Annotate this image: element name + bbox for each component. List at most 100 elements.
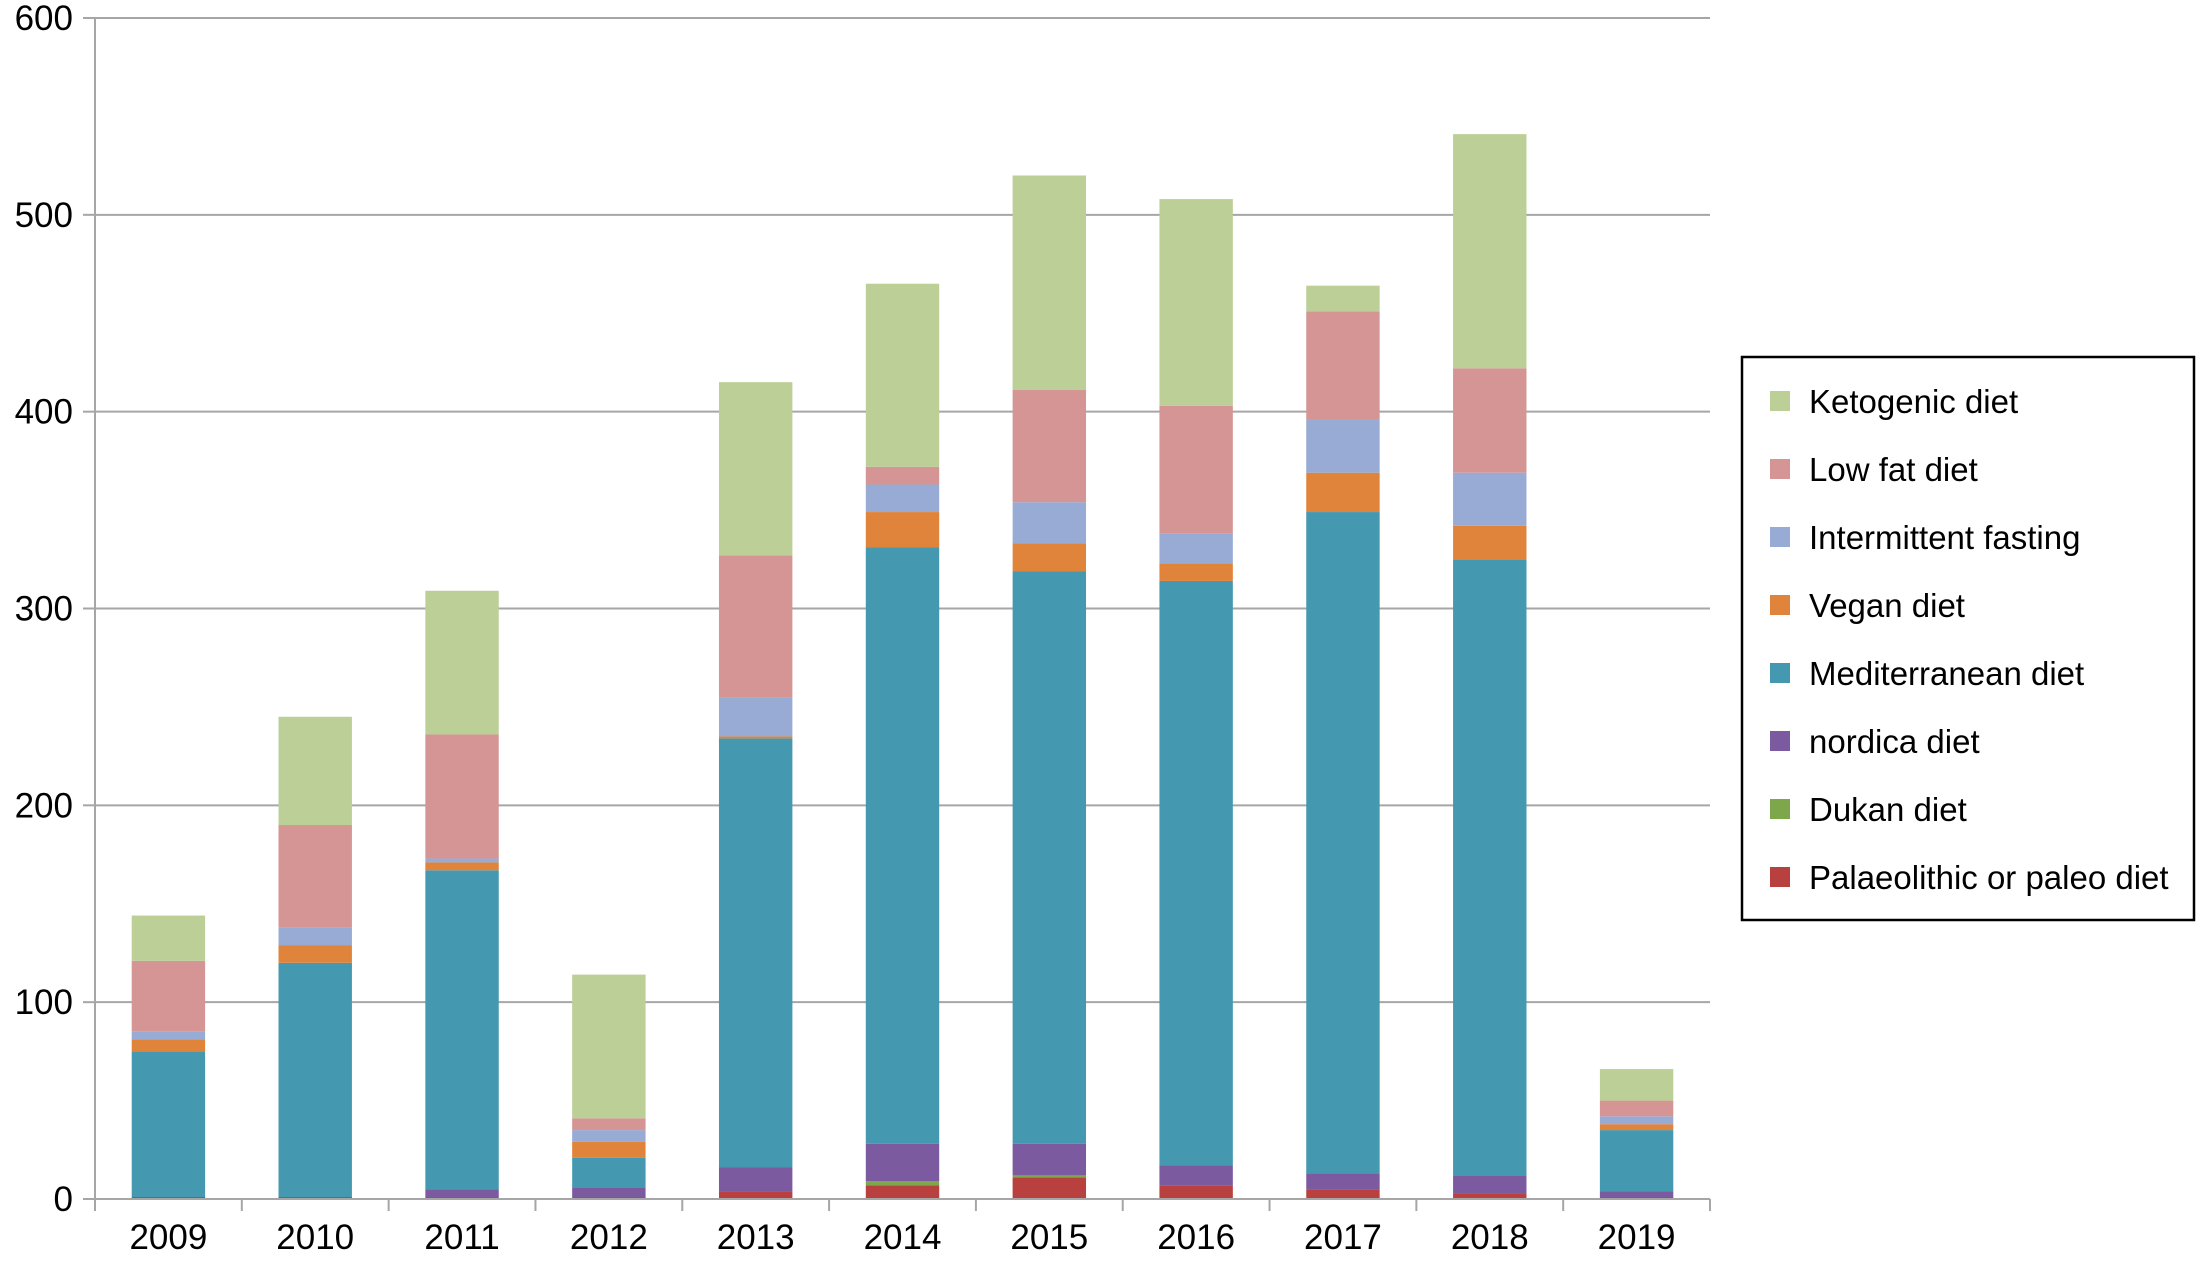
bar-segment [1453,134,1527,369]
legend-label: Intermittent fasting [1809,519,2080,556]
bar-segment [1306,1173,1380,1190]
bar-segment [1599,1069,1674,1101]
bar-segment [572,1187,646,1198]
bar-segment [1306,512,1380,1174]
legend-label: nordica diet [1809,723,1980,760]
legend-item: Ketogenic diet [1770,383,2018,420]
legend-swatch [1770,527,1790,547]
bar-segment [1159,580,1233,1166]
bar-segment [718,1191,793,1199]
x-tick-label: 2009 [129,1218,207,1257]
y-tick-label: 200 [15,786,73,825]
bar-segment [1012,571,1087,1144]
bar-segment [718,1167,793,1192]
y-tick-label: 0 [54,1180,73,1219]
bar-segment [1453,1175,1527,1194]
legend-item: Low fat diet [1770,451,1978,488]
bar-stack-2018 [1453,134,1527,1199]
x-tick-label: 2018 [1451,1218,1529,1257]
bar-segment [1306,419,1380,473]
bar-segment [572,974,646,1119]
bar-segment [1599,1191,1674,1198]
legend-label: Dukan diet [1809,791,1967,828]
bar-segment [1012,1143,1087,1176]
bar-segment [425,734,499,859]
bar-segment [1599,1116,1674,1125]
bar-segment [865,512,940,548]
bar-segment [1012,1177,1087,1199]
bar-segment [425,858,499,863]
bar-segment [1453,559,1527,1176]
bar-segment [278,825,352,928]
bar-segment [1012,543,1087,572]
bar-segment [865,1143,940,1182]
bar-stack-2011 [425,590,499,1199]
legend-label: Palaeolithic or paleo diet [1809,859,2169,896]
bar-segment [572,1141,646,1158]
legend-item: Intermittent fasting [1770,519,2080,556]
axes [94,18,1710,1200]
bar-segment [131,1039,206,1052]
x-tick-label: 2011 [424,1218,499,1257]
bar-stack-2017 [1306,285,1380,1199]
bar-segment [865,466,940,485]
bar-segment [1159,405,1233,534]
bar-segment [1453,472,1527,526]
bar-segment [425,590,499,735]
bar-segment [1599,1130,1674,1192]
bar-segment [1012,1175,1087,1178]
x-tick-label: 2012 [570,1218,648,1257]
bar-segment [131,960,206,1032]
y-tick-label: 300 [15,590,73,629]
bar-segment [1453,368,1527,473]
bar-segment [131,915,206,961]
bar-stack-2014 [865,283,940,1199]
bar-stack-2016 [1159,199,1233,1199]
bar-segment [131,1031,206,1040]
bar-segment [1599,1100,1674,1117]
bar-segment [425,870,499,1190]
x-tick-label: 2016 [1157,1218,1235,1257]
bar-segment [1012,502,1087,544]
bar-segment [1012,390,1087,503]
legend-label: Mediterranean diet [1809,655,2084,692]
bar-segment [131,1051,206,1198]
x-tick-label: 2013 [717,1218,795,1257]
bar-segment [1159,1165,1233,1186]
legend-item: Dukan diet [1770,791,1967,828]
legend-swatch [1770,867,1790,887]
x-tick-label: 2019 [1598,1218,1676,1257]
bar-segment [278,945,352,963]
bar-segment [572,1130,646,1142]
legend: Ketogenic diet Low fat diet Intermittent f… [1740,355,2196,922]
bar-segment [1306,311,1380,420]
bar-segment [865,547,940,1144]
bar-segment [865,283,940,467]
bar-segment [865,1181,940,1186]
bar-segment [278,962,352,1198]
x-axis-ticks: 2009 2010 2011 2012 2013 2014 2015 2016 2017 2018… [94,1199,1711,1257]
x-tick-label: 2010 [276,1218,354,1257]
bar-segment [1306,1189,1380,1199]
legend-label: Ketogenic diet [1809,383,2018,420]
bar-segment [278,716,352,826]
bar-stack-2015 [1012,175,1087,1199]
x-tick-label: 2015 [1010,1218,1088,1257]
bar-segment [865,484,940,513]
bar-segment [718,736,793,739]
bars [131,134,1674,1199]
bar-segment [425,862,499,871]
bar-segment [1159,199,1233,406]
legend-swatch [1770,731,1790,751]
legend-swatch [1770,595,1790,615]
x-tick-label: 2017 [1304,1218,1382,1257]
bar-segment [572,1118,646,1131]
bar-segment [1306,285,1380,312]
bar-segment [1453,525,1527,560]
legend-item: nordica diet [1770,723,1980,760]
y-tick-label: 100 [15,983,73,1022]
bar-segment [425,1189,499,1198]
legend-swatch [1770,663,1790,683]
bar-segment [718,697,793,737]
bar-segment [1453,1193,1527,1199]
